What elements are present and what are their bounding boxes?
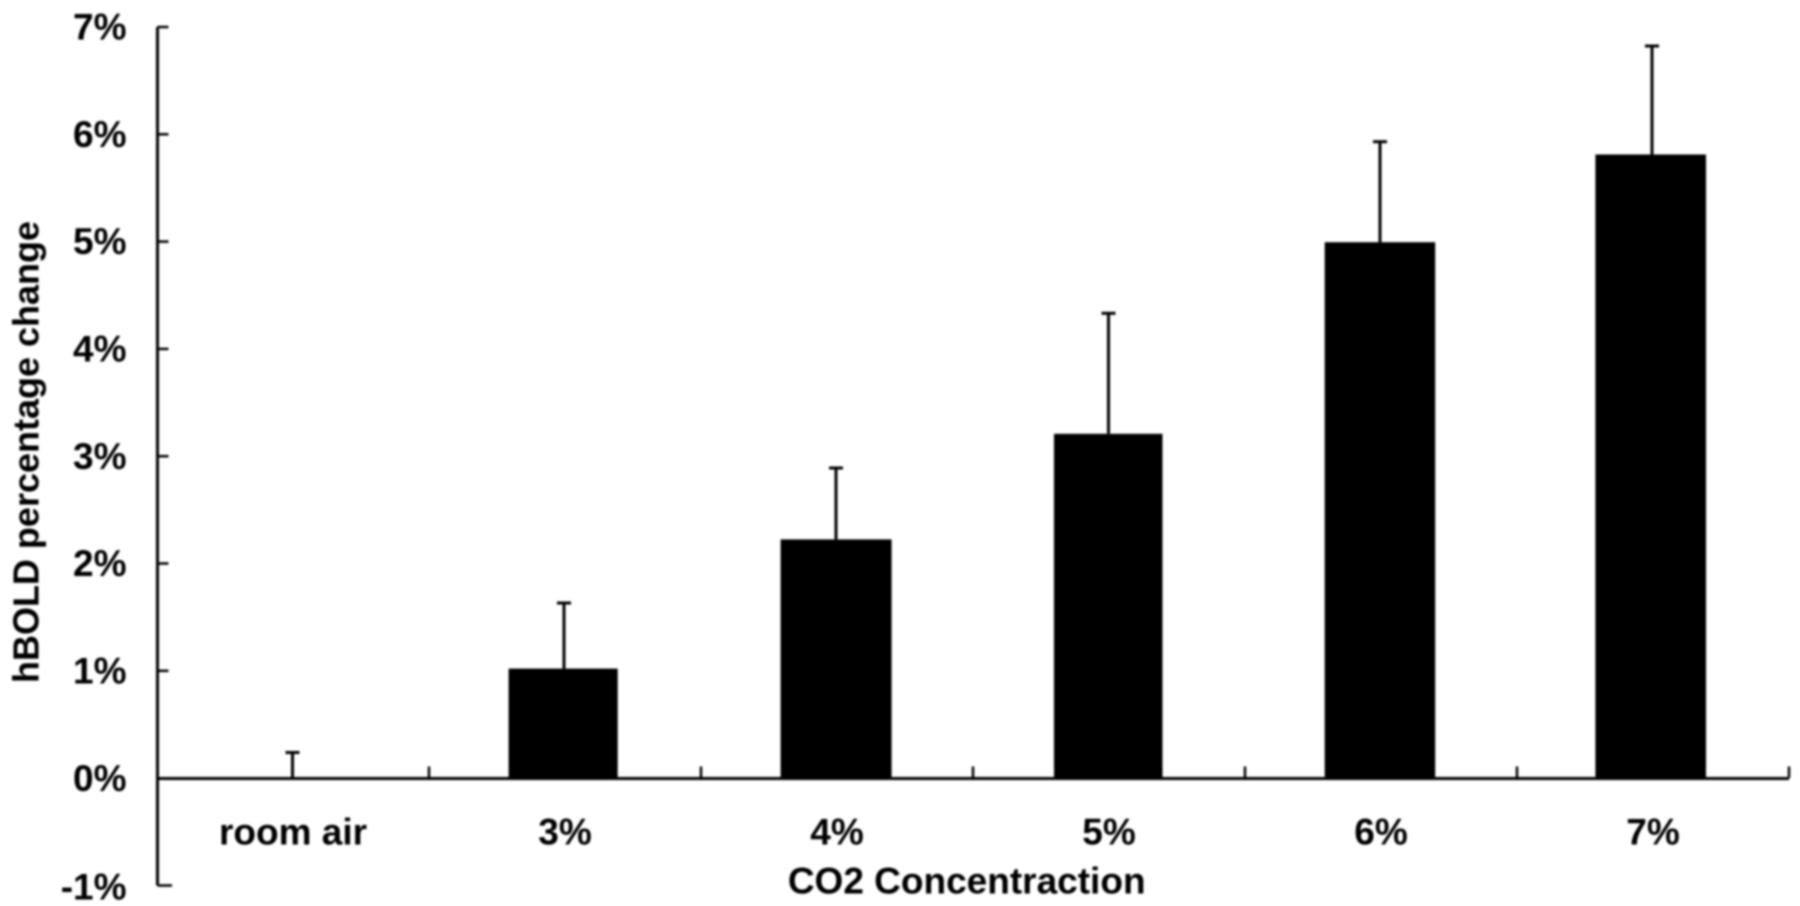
svg-text:4%: 4% xyxy=(810,812,863,853)
svg-text:5%: 5% xyxy=(73,221,126,262)
svg-text:6%: 6% xyxy=(73,114,126,155)
svg-text:0%: 0% xyxy=(73,758,126,799)
svg-text:-1%: -1% xyxy=(61,867,127,906)
svg-text:CO2 Concentraction: CO2 Concentraction xyxy=(788,861,1146,902)
svg-text:6%: 6% xyxy=(1354,812,1407,853)
svg-text:7%: 7% xyxy=(1626,812,1679,853)
svg-text:7%: 7% xyxy=(73,7,126,48)
svg-text:1%: 1% xyxy=(73,650,126,691)
svg-text:4%: 4% xyxy=(73,329,126,370)
svg-text:2%: 2% xyxy=(73,543,126,584)
svg-text:3%: 3% xyxy=(73,436,126,477)
svg-text:room air: room air xyxy=(219,812,367,853)
svg-text:5%: 5% xyxy=(1082,812,1135,853)
svg-text:3%: 3% xyxy=(538,812,591,853)
svg-text:hBOLD percentage change: hBOLD percentage change xyxy=(6,221,47,683)
